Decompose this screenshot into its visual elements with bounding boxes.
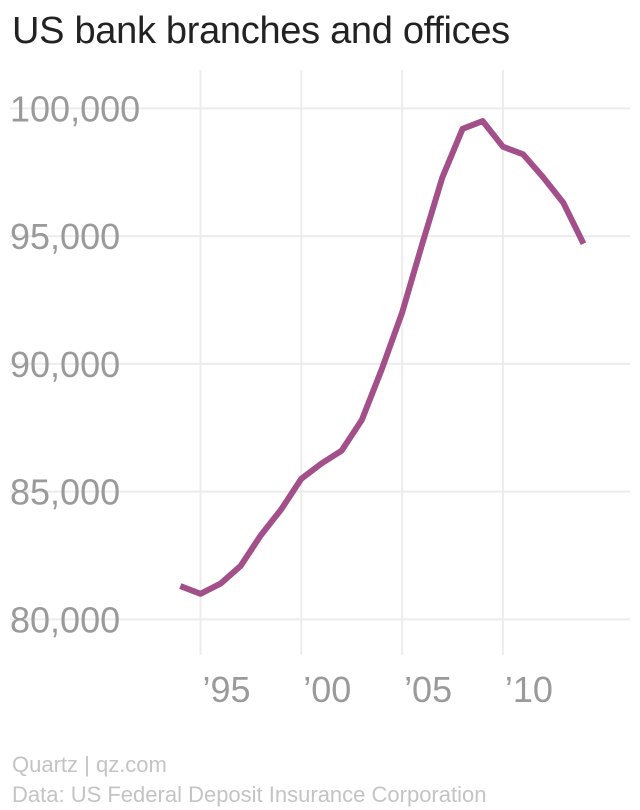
y-tick-label-4: 100,000	[10, 88, 140, 129]
x-tick-label-0: ’95	[202, 669, 250, 710]
data-source: Data: US Federal Deposit Insurance Corpo…	[12, 782, 487, 807]
y-axis-tick-labels: 80,000 85,000 90,000 95,000 100,000	[10, 88, 140, 640]
source-credit: Quartz | qz.com	[12, 752, 167, 777]
x-tick-label-2: ’05	[404, 669, 452, 710]
x-tick-label-1: ’00	[303, 669, 351, 710]
chart-title: US bank branches and offices	[12, 10, 510, 52]
horizontal-gridlines	[10, 107, 630, 621]
series-line-0	[179, 118, 587, 597]
y-tick-label-1: 85,000	[10, 472, 120, 513]
series-lines	[179, 118, 587, 597]
vertical-gridlines	[199, 70, 504, 655]
y-tick-label-3: 95,000	[10, 216, 120, 257]
x-tick-label-3: ’10	[505, 669, 553, 710]
y-tick-label-0: 80,000	[10, 599, 120, 640]
y-tick-label-2: 90,000	[10, 344, 120, 385]
x-axis-tick-labels: ’95 ’00 ’05 ’10	[202, 669, 552, 710]
